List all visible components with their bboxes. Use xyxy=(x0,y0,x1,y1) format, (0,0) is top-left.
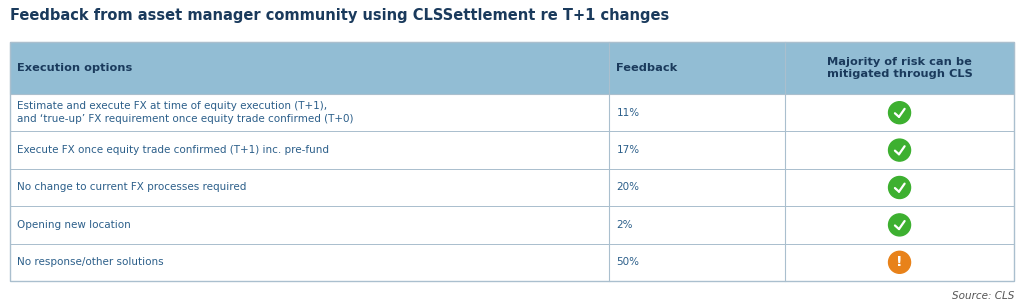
FancyBboxPatch shape xyxy=(10,42,1014,94)
Text: Source: CLS: Source: CLS xyxy=(951,291,1014,301)
Text: 17%: 17% xyxy=(616,145,640,155)
Text: Execute FX once equity trade confirmed (T+1) inc. pre-fund: Execute FX once equity trade confirmed (… xyxy=(17,145,329,155)
Text: 20%: 20% xyxy=(616,182,639,192)
Text: Feedback from asset manager community using CLSSettlement re T+1 changes: Feedback from asset manager community us… xyxy=(10,8,670,23)
Circle shape xyxy=(889,102,910,124)
Text: Opening new location: Opening new location xyxy=(17,220,131,230)
Text: Execution options: Execution options xyxy=(17,63,132,73)
Circle shape xyxy=(889,139,910,161)
FancyBboxPatch shape xyxy=(10,132,1014,169)
Text: 50%: 50% xyxy=(616,257,639,267)
Circle shape xyxy=(889,214,910,236)
Text: 2%: 2% xyxy=(616,220,633,230)
Circle shape xyxy=(889,177,910,198)
FancyBboxPatch shape xyxy=(10,94,1014,132)
Circle shape xyxy=(889,251,910,273)
Text: Feedback: Feedback xyxy=(616,63,678,73)
FancyBboxPatch shape xyxy=(10,169,1014,206)
Text: No change to current FX processes required: No change to current FX processes requir… xyxy=(17,182,247,192)
Text: Majority of risk can be
mitigated through CLS: Majority of risk can be mitigated throug… xyxy=(826,57,973,79)
Text: Estimate and execute FX at time of equity execution (T+1),
and ‘true-up’ FX requ: Estimate and execute FX at time of equit… xyxy=(17,101,353,125)
Text: !: ! xyxy=(896,255,903,269)
FancyBboxPatch shape xyxy=(10,206,1014,244)
Text: No response/other solutions: No response/other solutions xyxy=(17,257,164,267)
FancyBboxPatch shape xyxy=(10,244,1014,281)
Text: 11%: 11% xyxy=(616,108,640,118)
